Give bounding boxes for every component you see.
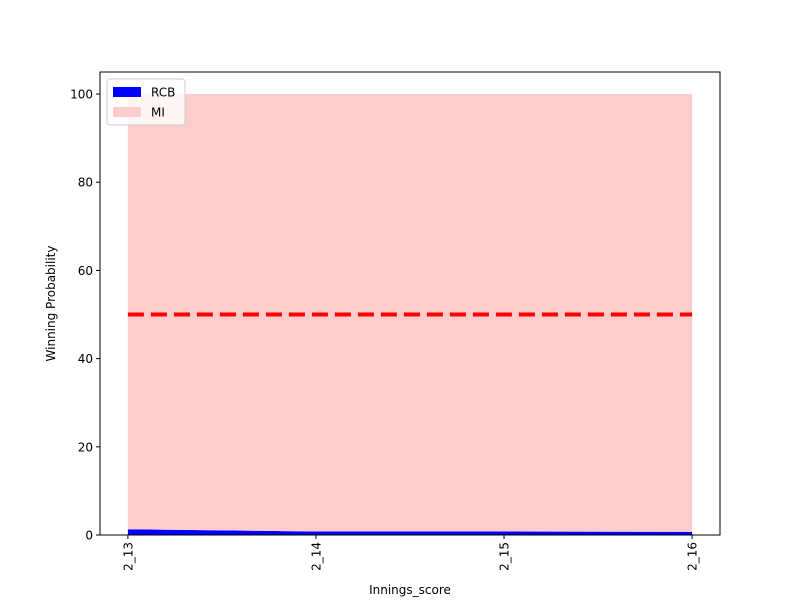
y-axis: 0 20 40 60 80 100 xyxy=(70,88,100,543)
plot-frame xyxy=(99,71,721,536)
y-tick-label: 60 xyxy=(78,264,93,278)
x-axis: 2_13 2_14 2_15 2_16 xyxy=(121,535,700,571)
x-tick-label: 2_16 xyxy=(686,542,700,571)
x-axis-label: Innings_score xyxy=(369,583,451,597)
legend: RCB MI xyxy=(106,78,186,126)
x-tick-label: 2_14 xyxy=(309,542,323,571)
legend-label-rcb: RCB xyxy=(151,86,175,100)
y-tick-label: 20 xyxy=(78,440,93,454)
y-tick-label: 80 xyxy=(78,176,93,190)
x-tick-label: 2_13 xyxy=(121,542,135,571)
y-tick-label: 100 xyxy=(70,88,93,102)
legend-label-mi: MI xyxy=(151,106,165,120)
y-tick-label: 40 xyxy=(78,352,93,366)
legend-swatch-rcb xyxy=(113,87,141,97)
legend-swatch-mi xyxy=(113,107,141,117)
y-axis-label: Winning Probability xyxy=(44,246,58,362)
x-tick-label: 2_15 xyxy=(498,542,512,571)
area-series-rcb xyxy=(127,529,693,535)
y-tick-label: 0 xyxy=(85,529,93,543)
